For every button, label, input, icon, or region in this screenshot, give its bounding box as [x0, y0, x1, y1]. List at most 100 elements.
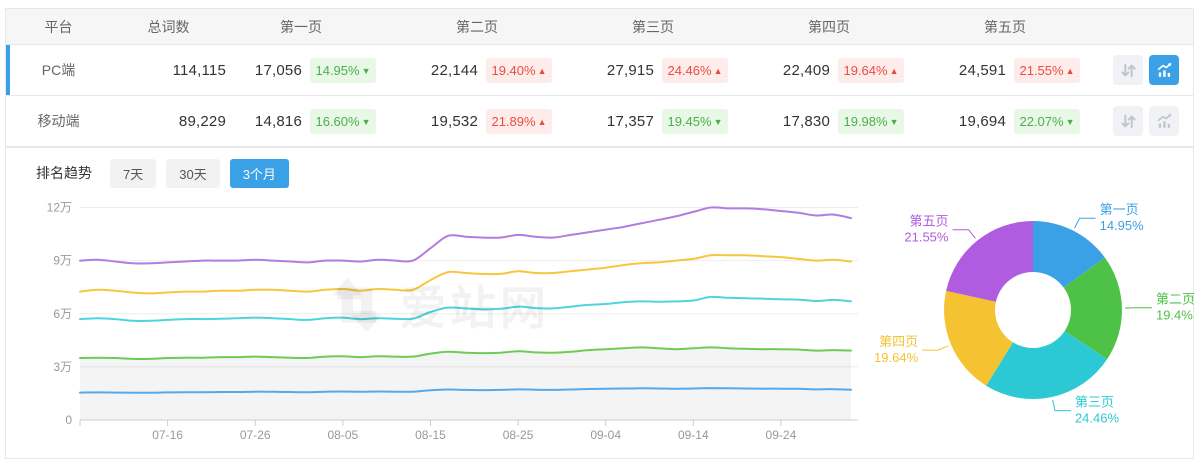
show-trend-chart-button[interactable] [1149, 55, 1179, 85]
donut-label-name-page-1: 第一页 [1100, 202, 1139, 217]
page-5-cell: 24,591 21.55% ▲ [930, 57, 1106, 83]
line-series-2 [79, 346, 852, 361]
line-series-3 [79, 295, 852, 322]
donut-label-percent-page-2: 19.4% [1156, 308, 1193, 323]
donut-label-connector [1074, 217, 1096, 229]
x-axis-label: 09-14 [678, 428, 709, 442]
y-axis-label: 12万 [47, 201, 72, 215]
page-2-cell: 22,144 19.40% ▲ [402, 57, 578, 83]
y-axis-label: 0 [65, 413, 72, 427]
show-trend-chart-button[interactable] [1149, 106, 1179, 136]
page-1-change-badge: 14.95% ▼ [310, 57, 376, 83]
trend-section: 排名趋势 7天 30天 3个月 0 3万 6万 9万 12万 07-16 07-26 08-0… [6, 147, 1195, 458]
page-1-count: 17,056 [254, 61, 302, 79]
donut-slice-page-4[interactable] [944, 290, 1013, 386]
donut-label-percent-page-3: 24.46% [1075, 411, 1120, 426]
donut-label-percent-page-4: 19.64% [874, 350, 919, 365]
page-1-cell: 14,816 16.60% ▼ [226, 108, 402, 134]
page-4-cell: 22,409 19.64% ▲ [754, 57, 930, 83]
range-button-7days[interactable]: 7天 [110, 158, 157, 188]
trend-chart-icon [1157, 113, 1171, 128]
down-triangle-icon: ▼ [361, 116, 371, 127]
page-1-change-badge: 16.60% ▼ [310, 108, 376, 134]
chart-area: 0 3万 6万 9万 12万 07-16 07-26 08-05 08-15 08-25 09-04… [6, 190, 1195, 458]
x-axis-label: 09-04 [590, 428, 621, 442]
down-triangle-icon: ▼ [1065, 116, 1075, 127]
page-5-change-badge: 21.55% ▲ [1014, 57, 1080, 83]
donut-slice-page-1[interactable] [1033, 221, 1105, 288]
x-axis: 07-16 07-26 08-05 08-15 08-25 09-04 09-14 09-24 [79, 419, 858, 442]
page-3-change-badge: 19.45% ▼ [662, 108, 728, 134]
range-button-3months[interactable]: 3个月 [229, 158, 289, 188]
donut-slice-page-2[interactable] [1063, 257, 1122, 360]
row-actions [1106, 55, 1193, 85]
up-triangle-icon: ▲ [713, 65, 723, 76]
line-series-5 [79, 206, 852, 265]
up-triangle-icon: ▲ [1065, 65, 1075, 76]
down-triangle-icon: ▼ [889, 116, 899, 127]
total-words-value: 114,115 [172, 61, 226, 79]
column-header-3: 第二页 [456, 18, 498, 35]
page-4-cell: 17,830 19.98% ▼ [754, 108, 930, 134]
down-triangle-icon: ▼ [361, 65, 371, 76]
x-axis-label: 07-16 [152, 428, 183, 442]
page-3-cell: 27,915 24.46% ▲ [578, 57, 754, 83]
page-3-count: 27,915 [606, 61, 654, 79]
up-triangle-icon: ▲ [537, 65, 547, 76]
down-triangle-icon: ▼ [713, 116, 723, 127]
table-header: 平台 总词数 第一页 第二页 第三页 第四页 第五页 [6, 9, 1193, 45]
x-axis-label: 08-25 [503, 428, 534, 442]
donut-slice-page-5[interactable] [946, 221, 1033, 302]
sort-button[interactable] [1113, 106, 1143, 136]
column-header-0: 平台 [44, 18, 73, 35]
up-triangle-icon: ▲ [537, 116, 547, 127]
page-1-count: 14,816 [254, 112, 302, 130]
donut-label-connector [922, 345, 949, 351]
area-fill [80, 347, 851, 420]
page-5-count: 19,694 [958, 112, 1006, 130]
page-3-change-badge: 24.46% ▲ [662, 57, 728, 83]
range-button-30days[interactable]: 30天 [166, 158, 220, 188]
trend-section-title: 排名趋势 [36, 165, 92, 181]
x-axis-label: 08-05 [327, 428, 358, 442]
page-4-change-badge: 19.98% ▼ [838, 108, 904, 134]
donut-label-name-page-5: 第五页 [909, 214, 948, 229]
page-2-count: 19,532 [430, 112, 478, 130]
rank-trend-line-chart: 0 3万 6万 9万 12万 07-16 07-26 08-05 08-15 08-25 09-04… [47, 201, 858, 442]
sort-button[interactable] [1113, 55, 1143, 85]
y-axis-label: 3万 [53, 360, 72, 374]
donut-label-name-page-3: 第三页 [1075, 395, 1114, 410]
table-body: PC端 114,115 17,056 14.95% ▼ 22,144 19.40% ▲ 27,9… [6, 45, 1193, 147]
donut-label-connector [1052, 399, 1071, 412]
rank-table: 平台 总词数 第一页 第二页 第三页 第四页 第五页 PC端 114,115 17,056 14.… [6, 9, 1193, 147]
table-row-mobile[interactable]: 移动端 89,229 14,816 16.60% ▼ 19,532 21.89% ▲ 17,35… [6, 96, 1193, 147]
page-2-count: 22,144 [430, 61, 478, 79]
page-2-change-badge: 21.89% ▲ [486, 108, 552, 134]
donut-label-connector [952, 229, 976, 239]
x-axis-label: 08-15 [415, 428, 446, 442]
trend-controls: 排名趋势 7天 30天 3个月 [36, 158, 299, 188]
trend-chart-icon [1157, 62, 1171, 77]
platform-label: PC端 [41, 62, 76, 78]
donut-slice-page-3[interactable] [986, 331, 1108, 399]
page-1-cell: 17,056 14.95% ▼ [226, 57, 402, 83]
column-header-2: 第一页 [280, 18, 322, 35]
donut-label-percent-page-5: 21.55% [904, 230, 949, 245]
y-axis-label: 6万 [53, 307, 72, 321]
page-4-count: 22,409 [782, 61, 830, 79]
y-axis-label: 9万 [53, 254, 72, 268]
total-words-value: 89,229 [178, 112, 226, 130]
page-3-count: 17,357 [606, 112, 654, 130]
keyword-rank-panel: 平台 总词数 第一页 第二页 第三页 第四页 第五页 PC端 114,115 17,056 14.… [5, 8, 1195, 459]
row-actions [1106, 106, 1193, 136]
donut-label-name-page-2: 第二页 [1156, 292, 1195, 307]
line-series-1 [79, 387, 852, 394]
x-axis-label: 07-26 [240, 428, 271, 442]
x-axis-label: 09-24 [766, 428, 797, 442]
column-header-5: 第四页 [808, 18, 850, 35]
page-2-cell: 19,532 21.89% ▲ [402, 108, 578, 134]
page-5-count: 24,591 [958, 61, 1006, 79]
table-row-pc[interactable]: PC端 114,115 17,056 14.95% ▼ 22,144 19.40% ▲ 27,9… [6, 45, 1193, 96]
donut-label-percent-page-1: 14.95% [1100, 218, 1145, 233]
column-header-4: 第三页 [632, 18, 674, 35]
